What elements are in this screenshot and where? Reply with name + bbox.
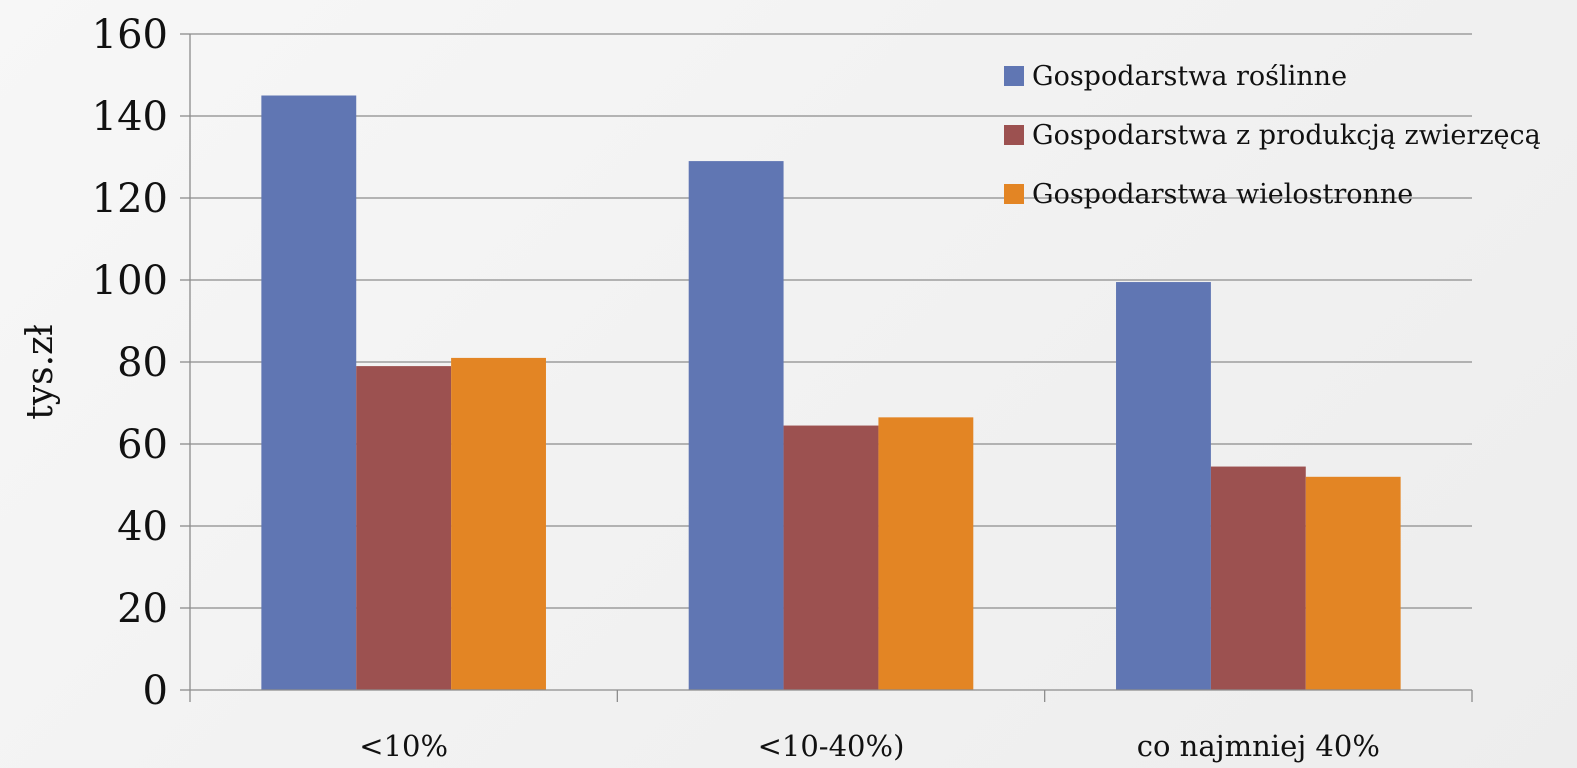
y-tick-label: 80 [117,340,168,386]
y-tick-labels: 0 20 40 60 80 100 120 140 160 [92,12,168,714]
legend: Gospodarstwa roślinne Gospodarstwa z prod… [1004,61,1541,210]
y-tick-label: 0 [143,668,168,714]
y-axis-label: tys.zł [20,324,61,420]
y-tick-label: 20 [117,586,168,632]
y-tick-label: 140 [92,94,168,140]
bar-roslinne [1116,282,1211,690]
x-tick-label: <10-40%) [758,729,905,763]
legend-swatch [1004,66,1024,86]
bar-wielostronne [878,417,974,690]
x-tick-label: co najmniej 40% [1137,729,1380,763]
bars [261,95,1401,691]
bar-zwierzeca [783,425,879,690]
legend-swatch [1004,184,1024,204]
x-tick-label: <10% [359,729,448,763]
bar-roslinne [261,95,357,690]
axes [180,33,1473,702]
legend-swatch [1004,125,1024,145]
bar-wielostronne [1305,476,1401,690]
bar-zwierzeca [356,366,452,690]
x-tick-labels: <10% <10-40%) co najmniej 40% [359,729,1380,763]
y-tick-label: 100 [92,258,168,304]
bar-zwierzeca [1210,466,1306,690]
y-tick-label: 120 [92,176,168,222]
legend-label: Gospodarstwa wielostronne [1032,179,1413,210]
y-tick-label: 60 [117,422,168,468]
bar-wielostronne [451,357,546,690]
y-tick-label: 160 [92,12,168,58]
y-tick-label: 40 [117,504,168,550]
bar-roslinne [688,161,784,691]
legend-label: Gospodarstwa roślinne [1032,61,1347,92]
legend-label: Gospodarstwa z produkcją zwierzęcą [1032,120,1541,151]
